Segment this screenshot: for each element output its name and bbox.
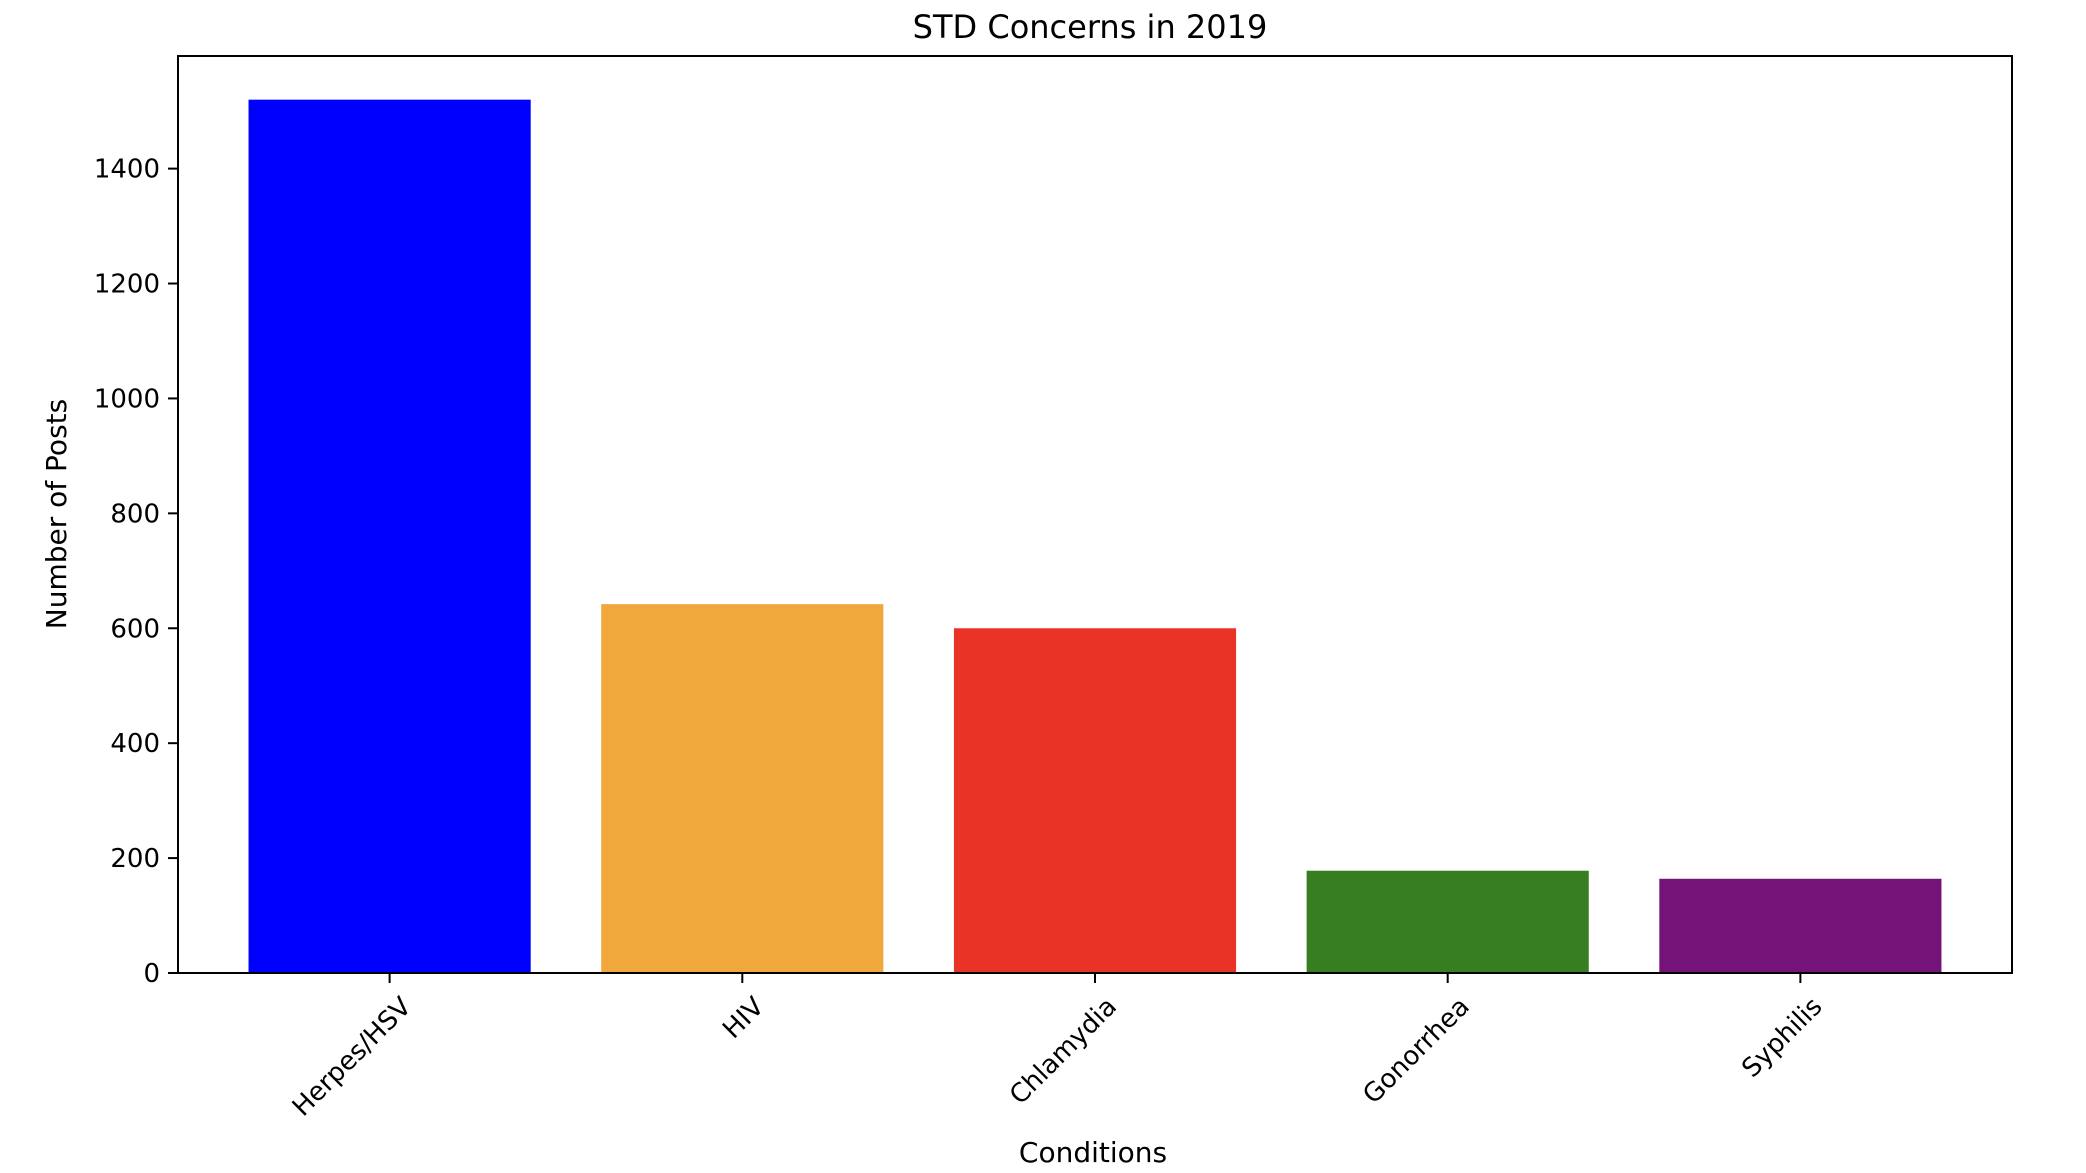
x-tick-label: Chlamydia <box>1004 992 1123 1111</box>
y-tick-label: 400 <box>110 729 160 759</box>
x-tick-label: HIV <box>717 992 770 1045</box>
chart-title: STD Concerns in 2019 <box>913 8 1268 46</box>
plot-area <box>248 99 1942 973</box>
y-tick-label: 0 <box>143 959 160 989</box>
bar-syphilis <box>1659 878 1942 973</box>
y-axis: 0 200 400 600 800 1000 1200 1400 <box>94 155 178 989</box>
bar-chlamydia <box>953 628 1237 973</box>
bar-herpes-hsv <box>248 99 531 973</box>
bar-gonorrhea <box>1306 870 1589 973</box>
bar-hiv <box>601 604 884 973</box>
y-tick-label: 1400 <box>94 155 160 185</box>
y-tick-label: 1000 <box>94 384 160 414</box>
x-axis: Herpes/HSV HIV Chlamydia Gonorrhea Syphilis <box>287 973 1828 1123</box>
x-tick-label: Gonorrhea <box>1357 992 1475 1110</box>
y-tick-label: 600 <box>110 614 160 644</box>
x-axis-label: Conditions <box>1019 1136 1167 1168</box>
y-tick-label: 800 <box>110 499 160 529</box>
y-axis-label: Number of Posts <box>40 399 73 629</box>
x-tick-label: Syphilis <box>1736 992 1828 1084</box>
y-tick-label: 200 <box>110 844 160 874</box>
y-tick-label: 1200 <box>94 270 160 300</box>
x-tick-label: Herpes/HSV <box>287 992 418 1123</box>
